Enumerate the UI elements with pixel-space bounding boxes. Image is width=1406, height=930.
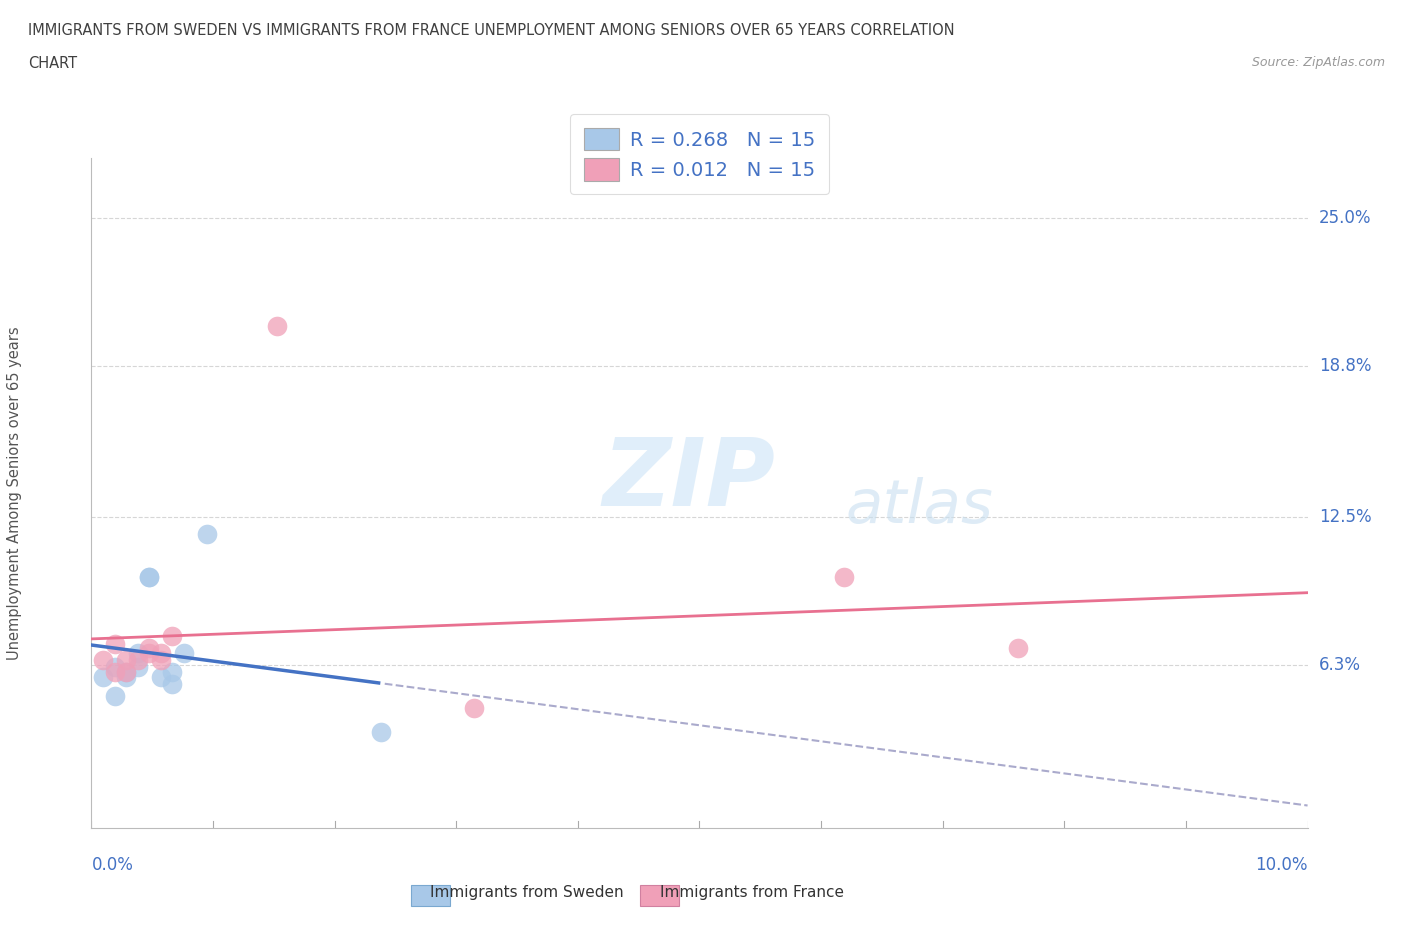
Point bbox=[115, 670, 138, 684]
Text: 10.0%: 10.0% bbox=[1256, 857, 1308, 874]
Point bbox=[103, 660, 125, 675]
Point bbox=[173, 645, 195, 660]
Text: Unemployment Among Seniors over 65 years: Unemployment Among Seniors over 65 years bbox=[7, 326, 22, 659]
Point bbox=[149, 670, 172, 684]
Point bbox=[138, 569, 160, 584]
Point bbox=[138, 645, 160, 660]
Point bbox=[832, 569, 855, 584]
Point bbox=[127, 653, 149, 668]
Point bbox=[103, 665, 125, 680]
Point bbox=[91, 653, 114, 668]
Point bbox=[162, 665, 184, 680]
Point bbox=[127, 660, 149, 675]
FancyBboxPatch shape bbox=[640, 885, 679, 906]
Point bbox=[149, 653, 172, 668]
Point bbox=[103, 636, 125, 651]
Point bbox=[149, 645, 172, 660]
Point bbox=[266, 318, 288, 333]
Point bbox=[138, 569, 160, 584]
Text: CHART: CHART bbox=[28, 56, 77, 71]
Point bbox=[127, 645, 149, 660]
Text: atlas: atlas bbox=[845, 477, 993, 536]
Legend: R = 0.268   N = 15, R = 0.012   N = 15: R = 0.268 N = 15, R = 0.012 N = 15 bbox=[569, 114, 830, 194]
Text: IMMIGRANTS FROM SWEDEN VS IMMIGRANTS FROM FRANCE UNEMPLOYMENT AMONG SENIORS OVER: IMMIGRANTS FROM SWEDEN VS IMMIGRANTS FRO… bbox=[28, 23, 955, 38]
Point bbox=[103, 689, 125, 704]
Text: ZIP: ZIP bbox=[602, 433, 775, 525]
Point bbox=[463, 700, 485, 715]
Text: Immigrants from Sweden: Immigrants from Sweden bbox=[430, 885, 624, 900]
Point bbox=[162, 629, 184, 644]
Point bbox=[115, 653, 138, 668]
FancyBboxPatch shape bbox=[411, 885, 450, 906]
Text: 12.5%: 12.5% bbox=[1319, 508, 1372, 525]
Point bbox=[370, 724, 392, 739]
Point bbox=[1007, 641, 1029, 656]
Text: 25.0%: 25.0% bbox=[1319, 209, 1372, 227]
Point bbox=[91, 670, 114, 684]
Text: 6.3%: 6.3% bbox=[1319, 656, 1361, 674]
Point bbox=[162, 677, 184, 692]
Text: 18.8%: 18.8% bbox=[1319, 357, 1372, 375]
Text: 0.0%: 0.0% bbox=[91, 857, 134, 874]
Point bbox=[138, 641, 160, 656]
Point bbox=[115, 665, 138, 680]
Text: Immigrants from France: Immigrants from France bbox=[661, 885, 844, 900]
Text: Source: ZipAtlas.com: Source: ZipAtlas.com bbox=[1251, 56, 1385, 69]
Point bbox=[115, 665, 138, 680]
Point bbox=[195, 526, 218, 541]
